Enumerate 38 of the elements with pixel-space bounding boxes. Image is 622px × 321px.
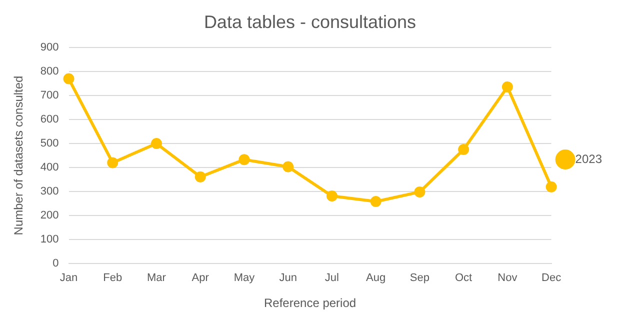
chart-title: Data tables - consultations [204, 12, 416, 32]
point [502, 81, 513, 92]
point [238, 154, 250, 166]
y-tick-label: 400 [40, 162, 59, 174]
point [458, 144, 470, 156]
point [107, 157, 118, 168]
point [326, 190, 338, 202]
point [150, 138, 162, 150]
x-tick-label: Apr [192, 272, 210, 284]
y-tick-label: 500 [40, 138, 59, 150]
x-tick-label: May [234, 272, 256, 284]
point [546, 181, 557, 192]
point [63, 73, 74, 84]
x-axis-title: Reference period [264, 296, 356, 310]
y-axis-title: Number of datasets consulted [12, 76, 26, 236]
y-tick-label: 600 [40, 114, 59, 126]
point [370, 196, 382, 208]
point [282, 161, 294, 172]
y-tick-label: 100 [40, 233, 59, 246]
x-tick-label: Aug [366, 272, 386, 284]
x-tick-label: Feb [103, 272, 122, 284]
y-tick-label: 700 [40, 90, 59, 102]
x-tick-label: Oct [455, 272, 472, 284]
x-tick-label: Nov [498, 272, 518, 284]
x-tick-label: Jun [279, 272, 297, 284]
point [414, 186, 426, 198]
legend-label: 2023 [575, 152, 602, 166]
x-tick-label: Jan [60, 272, 78, 284]
x-tick-label: Sep [410, 272, 430, 284]
y-tick-label: 0 [52, 257, 59, 270]
x-tick-label: Mar [147, 272, 166, 284]
y-tick-label: 300 [40, 186, 59, 198]
y-tick-label: 900 [40, 42, 59, 54]
y-tick-label: 800 [40, 66, 59, 78]
y-tick-label: 200 [40, 209, 59, 222]
x-tick-label: Jul [324, 272, 339, 284]
x-tick-label: Dec [542, 272, 562, 284]
point [194, 171, 206, 182]
